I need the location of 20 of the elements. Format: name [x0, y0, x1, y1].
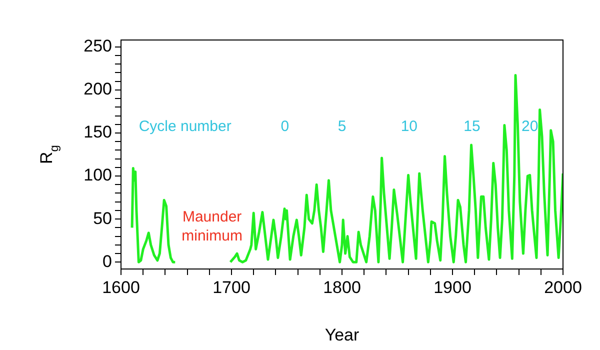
annotation: 20	[522, 118, 538, 136]
y-tick-label: 250	[84, 36, 112, 56]
y-tick-label: 200	[84, 80, 112, 99]
x-tick-label: 1900	[434, 278, 472, 297]
y-tick-label: 50	[93, 208, 112, 228]
x-axis-title: Year	[324, 325, 360, 344]
x-tick-label: 1800	[323, 278, 361, 297]
y-tick-label: 100	[84, 166, 112, 185]
annotation: 0	[280, 118, 290, 136]
x-tick-label: 1700	[212, 278, 250, 297]
annotation: Cycle number	[138, 118, 232, 136]
y-axis-title: Rg	[37, 145, 61, 164]
x-tick-label: 1600	[102, 278, 140, 297]
x-tick-label: 2000	[544, 278, 582, 297]
y-tick-label: 150	[84, 122, 112, 142]
annotation: 10	[400, 118, 418, 136]
annotation: Maunder minimum	[182, 208, 242, 245]
y-tick-label: 0	[102, 252, 112, 271]
annotation: 15	[464, 118, 480, 136]
annotation: 5	[338, 118, 346, 136]
